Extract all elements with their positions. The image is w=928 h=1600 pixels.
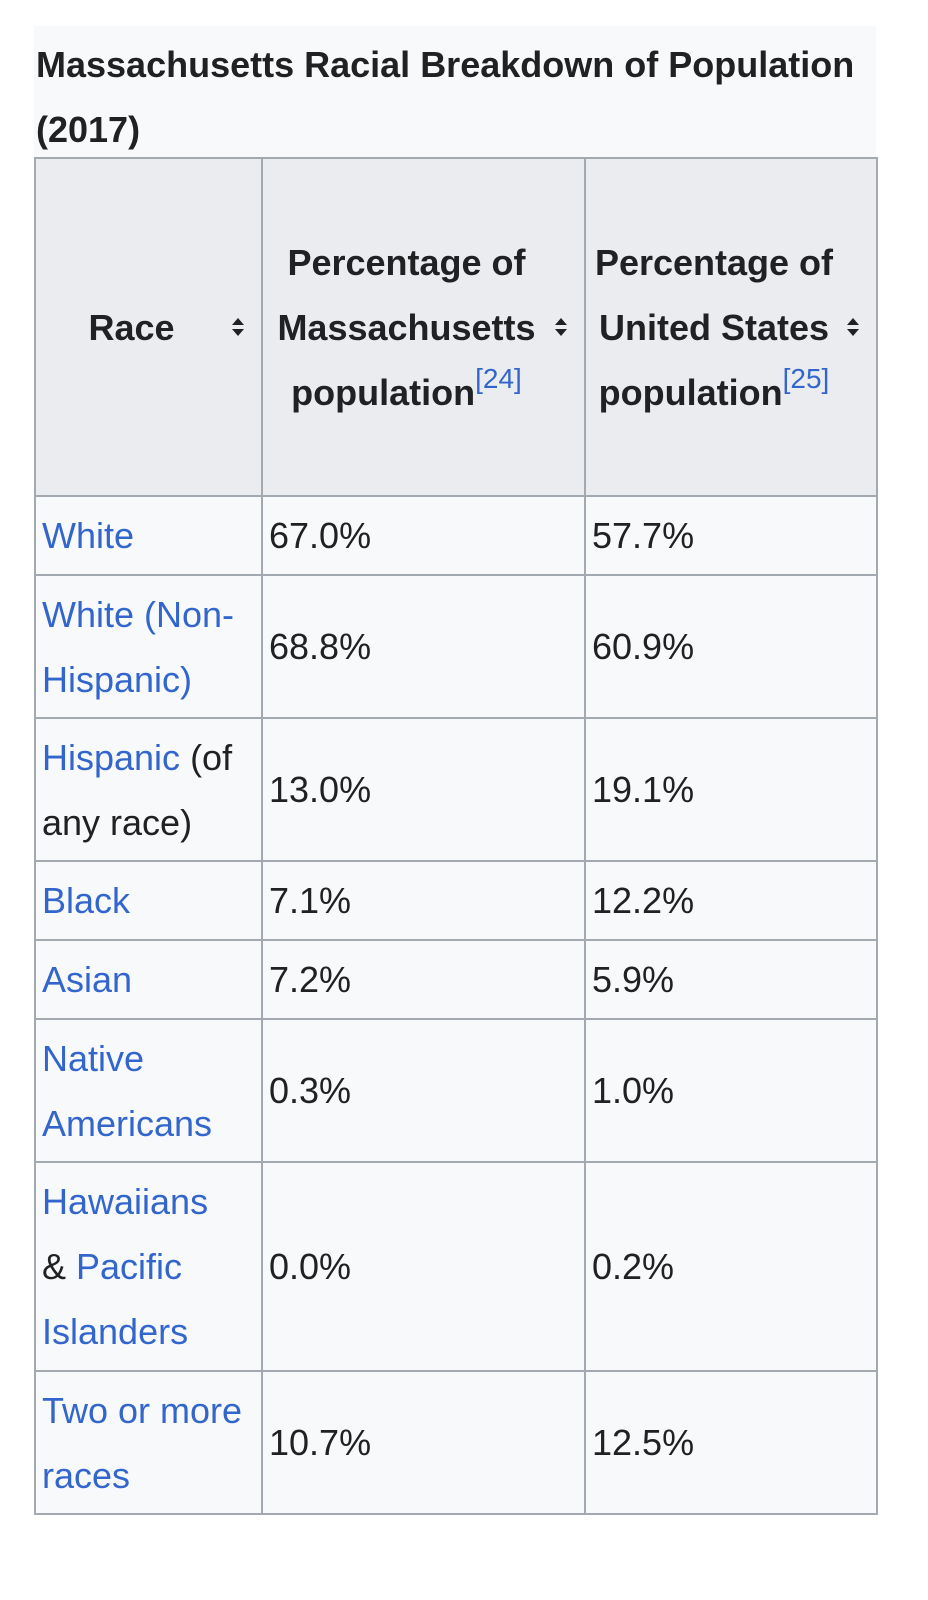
race-link-hawaiians[interactable]: Hawaiians xyxy=(42,1181,209,1222)
column-header-race-label: Race xyxy=(88,306,175,348)
race-suffix: (of any race) xyxy=(42,736,233,843)
massachusetts-value: 0.3% xyxy=(261,1018,586,1163)
table-row: Asian 7.2% 5.9% xyxy=(34,939,878,1020)
race-cell: Hispanic (of any race) xyxy=(34,717,263,862)
massachusetts-value: 0.0% xyxy=(261,1161,586,1372)
column-header-united-states[interactable]: Percentage of United States population[2… xyxy=(584,157,878,497)
race-link[interactable]: Hispanic xyxy=(42,736,181,778)
table-row: Two or more races 10.7% 12.5% xyxy=(34,1370,878,1515)
table-row: Hispanic (of any race) 13.0% 19.1% xyxy=(34,717,878,862)
table-row: Black 7.1% 12.2% xyxy=(34,860,878,941)
united-states-value: 19.1% xyxy=(584,717,878,862)
sort-icon[interactable] xyxy=(846,317,864,337)
reference-24[interactable]: [24] xyxy=(475,362,522,394)
table-row: Native Americans 0.3% 1.0% xyxy=(34,1018,878,1163)
race-link[interactable]: Black xyxy=(42,880,131,921)
column-header-massachusetts-label: Percentage of Massachusetts population[2… xyxy=(271,230,576,425)
united-states-value: 12.2% xyxy=(584,860,878,941)
race-link-pacific-islanders[interactable]: Pacific Islanders xyxy=(42,1246,189,1352)
sort-icon[interactable] xyxy=(231,317,249,337)
massachusetts-value: 67.0% xyxy=(261,495,586,576)
race-link[interactable]: White xyxy=(42,515,135,556)
race-cell: White xyxy=(34,495,263,576)
reference-25[interactable]: [25] xyxy=(782,362,830,394)
massachusetts-header-text: Percentage of Massachusetts population xyxy=(277,241,536,413)
massachusetts-value: 7.1% xyxy=(261,860,586,941)
united-states-value: 12.5% xyxy=(584,1370,878,1515)
united-states-value: 57.7% xyxy=(584,495,878,576)
sort-icon[interactable] xyxy=(554,317,572,337)
race-cell: Asian xyxy=(34,939,263,1020)
table-row: White 67.0% 57.7% xyxy=(34,495,878,576)
race-link[interactable]: Two or more races xyxy=(42,1389,243,1496)
united-states-value: 60.9% xyxy=(584,574,878,719)
race-link[interactable]: Asian xyxy=(42,959,133,1000)
column-header-massachusetts[interactable]: Percentage of Massachusetts population[2… xyxy=(261,157,586,497)
race-cell: Native Americans xyxy=(34,1018,263,1163)
race-link[interactable]: White (Non-Hispanic) xyxy=(42,593,235,700)
race-cell: White (Non-Hispanic) xyxy=(34,574,263,719)
united-states-value: 5.9% xyxy=(584,939,878,1020)
massachusetts-value: 13.0% xyxy=(261,717,586,862)
race-cell: Two or more races xyxy=(34,1370,263,1515)
race-link[interactable]: Native Americans xyxy=(42,1037,213,1144)
population-table: Race Percentage of Massachusetts populat… xyxy=(34,157,878,1515)
table-row: Hawaiians & Pacific Islanders 0.0% 0.2% xyxy=(34,1161,878,1372)
column-header-race[interactable]: Race xyxy=(34,157,263,497)
header-row: Race Percentage of Massachusetts populat… xyxy=(34,157,878,497)
massachusetts-value: 10.7% xyxy=(261,1370,586,1515)
massachusetts-value: 7.2% xyxy=(261,939,586,1020)
race-separator: & xyxy=(42,1246,77,1287)
massachusetts-value: 68.8% xyxy=(261,574,586,719)
race-cell: Black xyxy=(34,860,263,941)
united-states-value: 0.2% xyxy=(584,1161,878,1372)
united-states-header-text: Percentage of United States population xyxy=(594,241,834,413)
column-header-united-states-label: Percentage of United States population[2… xyxy=(594,230,868,425)
table-caption-area: Massachusetts Racial Breakdown of Popula… xyxy=(34,26,876,157)
table-caption: Massachusetts Racial Breakdown of Popula… xyxy=(36,44,855,150)
race-cell: Hawaiians & Pacific Islanders xyxy=(34,1161,263,1372)
united-states-value: 1.0% xyxy=(584,1018,878,1163)
table-row: White (Non-Hispanic) 68.8% 60.9% xyxy=(34,574,878,719)
